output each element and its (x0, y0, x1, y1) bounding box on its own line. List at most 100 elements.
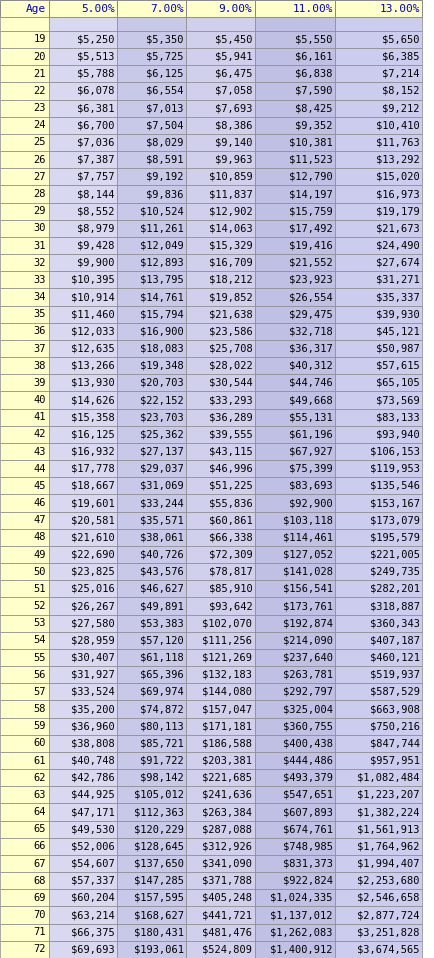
Bar (186, 700, 254, 718)
Bar (254, 631, 335, 649)
Bar (117, 425, 186, 443)
Text: $66,375: $66,375 (71, 927, 115, 937)
Text: $12,635: $12,635 (71, 344, 115, 354)
Text: $1,082,484: $1,082,484 (356, 773, 419, 783)
Bar (254, 323, 335, 340)
Text: $16,900: $16,900 (139, 327, 183, 336)
Text: $31,927: $31,927 (71, 670, 115, 680)
Text: $519,937: $519,937 (369, 670, 419, 680)
Bar (335, 529, 421, 546)
Text: $12,893: $12,893 (139, 258, 183, 267)
Bar (254, 546, 335, 563)
Bar (186, 924, 254, 941)
Text: $25,016: $25,016 (71, 583, 115, 594)
Bar (186, 48, 254, 65)
Text: $36,960: $36,960 (71, 721, 115, 731)
Text: $6,554: $6,554 (146, 86, 183, 96)
Bar (0, 821, 49, 838)
Text: $93,642: $93,642 (208, 601, 252, 611)
Bar (254, 615, 335, 631)
Bar (117, 169, 186, 186)
Bar (254, 219, 335, 237)
Bar (117, 598, 186, 615)
Bar (117, 906, 186, 924)
Text: $21,638: $21,638 (208, 309, 252, 319)
Text: $214,090: $214,090 (282, 635, 332, 646)
Bar (254, 357, 335, 375)
Bar (0, 666, 49, 683)
Text: $40,748: $40,748 (71, 756, 115, 765)
Text: $55,131: $55,131 (288, 412, 332, 422)
Bar (335, 0, 421, 17)
Text: $8,386: $8,386 (214, 121, 252, 130)
Bar (49, 271, 117, 288)
Bar (335, 546, 421, 563)
Bar (117, 31, 186, 48)
Bar (186, 683, 254, 700)
Bar (0, 494, 49, 512)
Text: 5.00%: 5.00% (81, 4, 115, 13)
Text: $18,667: $18,667 (71, 481, 115, 490)
Text: $12,033: $12,033 (71, 327, 115, 336)
Text: $16,932: $16,932 (71, 446, 115, 457)
Bar (186, 872, 254, 889)
Text: $69,693: $69,693 (71, 945, 115, 954)
Bar (117, 631, 186, 649)
Bar (186, 375, 254, 392)
Text: $49,891: $49,891 (139, 601, 183, 611)
Bar (254, 186, 335, 202)
Bar (49, 787, 117, 804)
Bar (254, 752, 335, 769)
Bar (335, 186, 421, 202)
Bar (49, 460, 117, 477)
Bar (49, 392, 117, 409)
Bar (117, 237, 186, 254)
Bar (49, 906, 117, 924)
Text: 51: 51 (33, 583, 46, 594)
Bar (49, 375, 117, 392)
Text: $6,838: $6,838 (295, 69, 332, 79)
Text: $7,590: $7,590 (295, 86, 332, 96)
Bar (335, 31, 421, 48)
Bar (0, 941, 49, 958)
Bar (335, 271, 421, 288)
Text: $66,338: $66,338 (208, 533, 252, 542)
Text: $128,645: $128,645 (133, 841, 183, 852)
Text: $8,029: $8,029 (146, 138, 183, 148)
Text: 53: 53 (33, 618, 46, 628)
Bar (0, 288, 49, 306)
Bar (254, 838, 335, 855)
Text: $674,761: $674,761 (282, 824, 332, 834)
Text: $12,049: $12,049 (139, 240, 183, 250)
Text: $195,579: $195,579 (369, 533, 419, 542)
Text: $33,524: $33,524 (71, 687, 115, 696)
Text: 42: 42 (33, 429, 46, 440)
Bar (335, 941, 421, 958)
Text: $144,080: $144,080 (202, 687, 252, 696)
Text: 41: 41 (33, 412, 46, 422)
Text: $16,973: $16,973 (375, 189, 419, 199)
Text: $44,925: $44,925 (71, 790, 115, 800)
Bar (335, 117, 421, 134)
Text: $17,778: $17,778 (71, 464, 115, 473)
Bar (254, 65, 335, 82)
Text: $10,859: $10,859 (208, 171, 252, 182)
Text: $3,674,565: $3,674,565 (356, 945, 419, 954)
Bar (335, 219, 421, 237)
Text: 19: 19 (33, 34, 46, 44)
Bar (0, 357, 49, 375)
Text: $8,979: $8,979 (77, 223, 115, 234)
Bar (49, 100, 117, 117)
Text: $221,685: $221,685 (202, 773, 252, 783)
Bar (49, 357, 117, 375)
Bar (49, 0, 117, 17)
Bar (335, 392, 421, 409)
Text: $153,167: $153,167 (369, 498, 419, 508)
Bar (254, 924, 335, 941)
Text: $54,607: $54,607 (71, 858, 115, 869)
Text: $9,963: $9,963 (214, 154, 252, 165)
Text: $10,395: $10,395 (71, 275, 115, 285)
Text: 22: 22 (33, 86, 46, 96)
Text: $57,615: $57,615 (375, 361, 419, 371)
Bar (186, 752, 254, 769)
